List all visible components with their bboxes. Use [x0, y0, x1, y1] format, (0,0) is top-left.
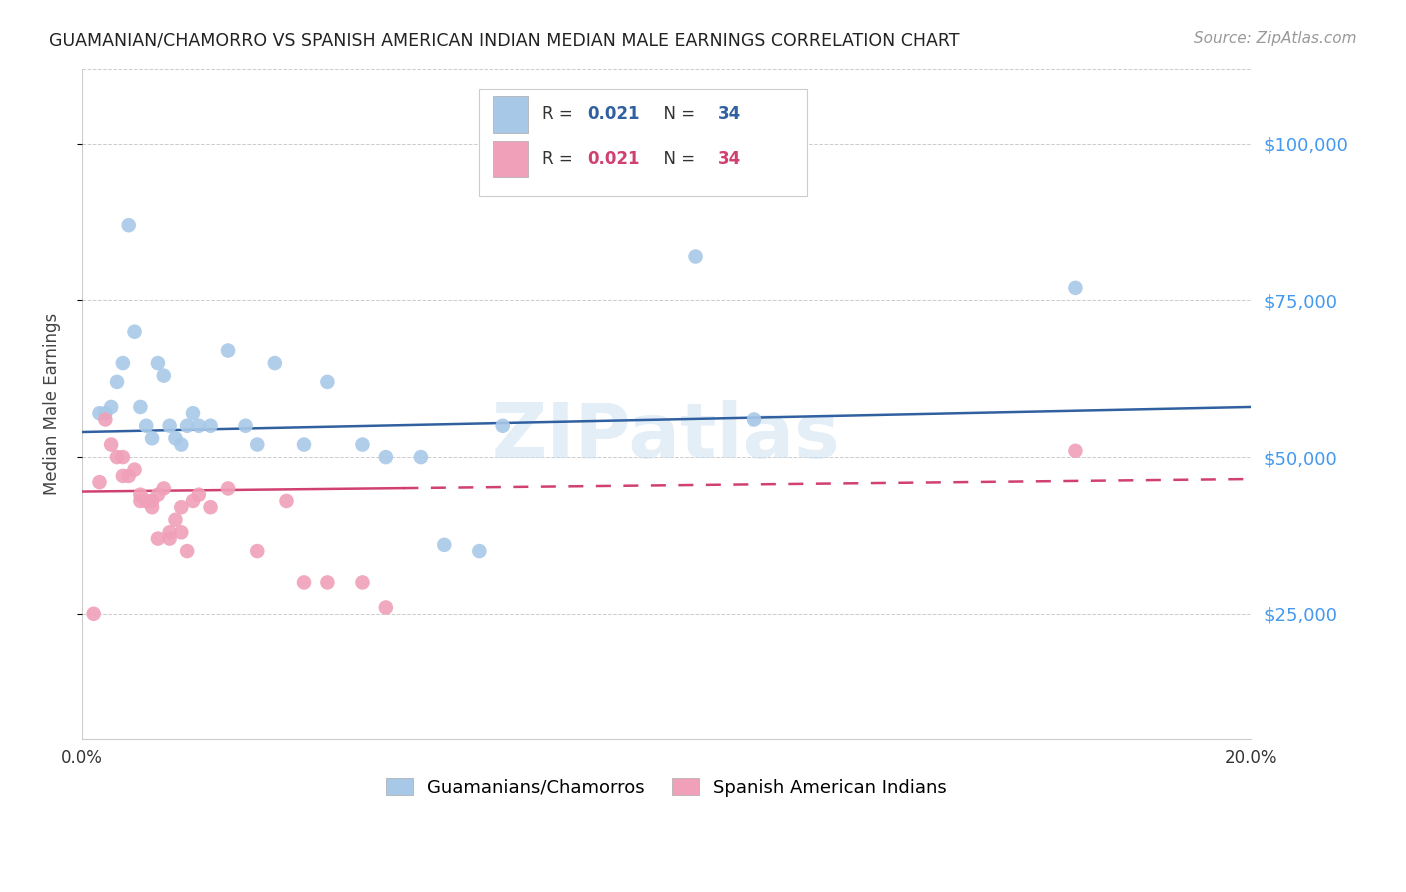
Point [129, 400, 152, 414]
Point [105, 375, 128, 389]
Point [352, 575, 374, 590]
Point [187, 488, 209, 502]
Point [200, 500, 222, 515]
Point [141, 431, 163, 445]
FancyBboxPatch shape [479, 88, 807, 196]
Point [492, 418, 515, 433]
Point [118, 469, 141, 483]
Point [105, 450, 128, 464]
Point [159, 418, 181, 433]
Point [316, 375, 339, 389]
Point [111, 450, 134, 464]
Point [468, 544, 491, 558]
Point [94, 412, 117, 426]
Point [152, 482, 174, 496]
Point [165, 431, 187, 445]
Point [374, 600, 396, 615]
Bar [494, 141, 529, 178]
Point [176, 418, 198, 433]
Point [165, 513, 187, 527]
Point [352, 437, 374, 451]
Point [176, 544, 198, 558]
Text: 34: 34 [718, 105, 741, 123]
Point [170, 500, 193, 515]
Text: N =: N = [654, 105, 700, 123]
Point [94, 406, 117, 420]
Point [135, 494, 157, 508]
Point [141, 500, 163, 515]
Text: ZIPatlas: ZIPatlas [492, 401, 841, 475]
Point [100, 400, 122, 414]
Point [181, 494, 204, 508]
Point [742, 412, 765, 426]
Point [146, 532, 169, 546]
Point [181, 406, 204, 420]
Point [159, 525, 181, 540]
Point [200, 418, 222, 433]
Point [246, 437, 269, 451]
Point [111, 356, 134, 370]
Point [129, 494, 152, 508]
Point [100, 437, 122, 451]
Text: 0.021: 0.021 [586, 150, 640, 168]
Point [146, 488, 169, 502]
Text: N =: N = [654, 150, 700, 168]
Point [374, 450, 396, 464]
Point [292, 575, 315, 590]
Point [83, 607, 105, 621]
Point [292, 437, 315, 451]
Point [263, 356, 285, 370]
Point [235, 418, 257, 433]
Y-axis label: Median Male Earnings: Median Male Earnings [44, 313, 60, 495]
Point [187, 418, 209, 433]
Point [316, 575, 339, 590]
Legend: Guamanians/Chamorros, Spanish American Indians: Guamanians/Chamorros, Spanish American I… [378, 772, 955, 804]
Point [246, 544, 269, 558]
Point [170, 437, 193, 451]
Point [217, 343, 239, 358]
Point [118, 218, 141, 232]
Point [159, 532, 181, 546]
Point [124, 325, 146, 339]
Text: R =: R = [543, 150, 578, 168]
Text: R =: R = [543, 105, 578, 123]
Text: Source: ZipAtlas.com: Source: ZipAtlas.com [1194, 31, 1357, 46]
Point [152, 368, 174, 383]
Point [217, 482, 239, 496]
Bar [494, 95, 529, 133]
Point [129, 488, 152, 502]
Point [1064, 443, 1087, 458]
Point [124, 462, 146, 476]
Point [409, 450, 432, 464]
Point [685, 250, 707, 264]
Point [276, 494, 298, 508]
Text: 0.021: 0.021 [586, 105, 640, 123]
Point [89, 475, 111, 490]
Text: 34: 34 [718, 150, 741, 168]
Point [146, 356, 169, 370]
Text: GUAMANIAN/CHAMORRO VS SPANISH AMERICAN INDIAN MEDIAN MALE EARNINGS CORRELATION C: GUAMANIAN/CHAMORRO VS SPANISH AMERICAN I… [49, 31, 960, 49]
Point [1064, 281, 1087, 295]
Point [111, 469, 134, 483]
Point [89, 406, 111, 420]
Point [170, 525, 193, 540]
Point [141, 494, 163, 508]
Point [433, 538, 456, 552]
Point [135, 418, 157, 433]
